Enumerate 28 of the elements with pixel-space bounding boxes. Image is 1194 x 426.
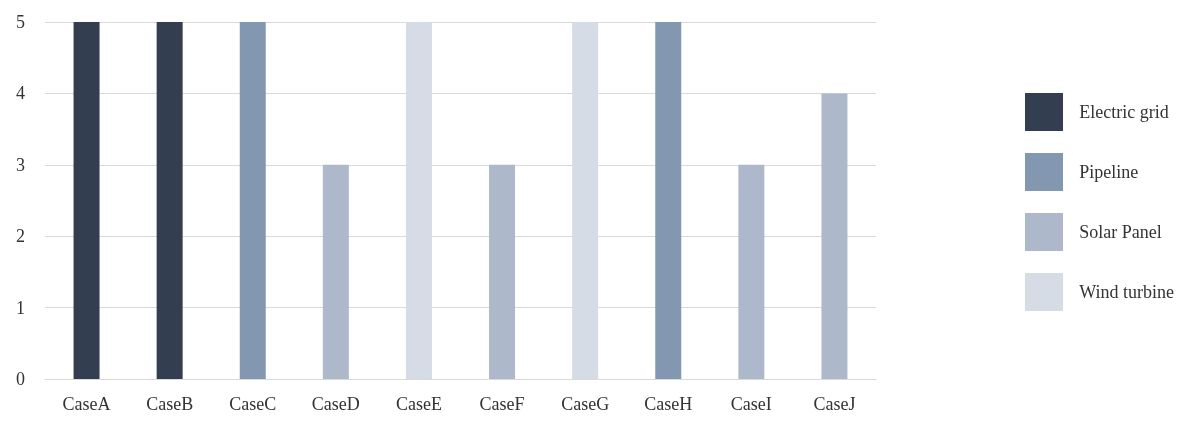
x-tick-label: CaseH <box>644 394 693 414</box>
x-tick-label: CaseE <box>395 394 442 414</box>
x-tick-label: CaseD <box>311 394 360 414</box>
legend-label: Solar Panel <box>1079 221 1162 243</box>
bar <box>655 22 682 379</box>
x-tick-label: CaseI <box>730 394 772 414</box>
y-tick-label: 4 <box>16 83 25 104</box>
x-tick-label: CaseJ <box>813 394 856 414</box>
legend-label: Pipeline <box>1079 161 1139 183</box>
y-tick-label: 1 <box>16 297 25 318</box>
legend-label: Electric grid <box>1079 101 1169 123</box>
y-tick-label: 3 <box>16 154 25 175</box>
y-tick-label: 2 <box>16 226 25 247</box>
x-tick-label: CaseB <box>146 394 194 414</box>
bar <box>821 93 848 379</box>
x-tick-label: CaseG <box>561 394 610 414</box>
legend-label: Wind turbine <box>1079 281 1174 303</box>
x-tick-label: CaseC <box>229 394 277 414</box>
y-tick-label: 0 <box>16 369 25 389</box>
x-tick-label: CaseA <box>62 394 111 414</box>
y-tick-label: 5 <box>16 12 25 32</box>
bar <box>322 164 349 379</box>
bar <box>156 22 183 379</box>
bar <box>239 22 266 379</box>
bar <box>738 164 765 379</box>
bar <box>73 22 100 379</box>
bar <box>489 164 516 379</box>
x-tick-label: CaseF <box>479 394 525 414</box>
